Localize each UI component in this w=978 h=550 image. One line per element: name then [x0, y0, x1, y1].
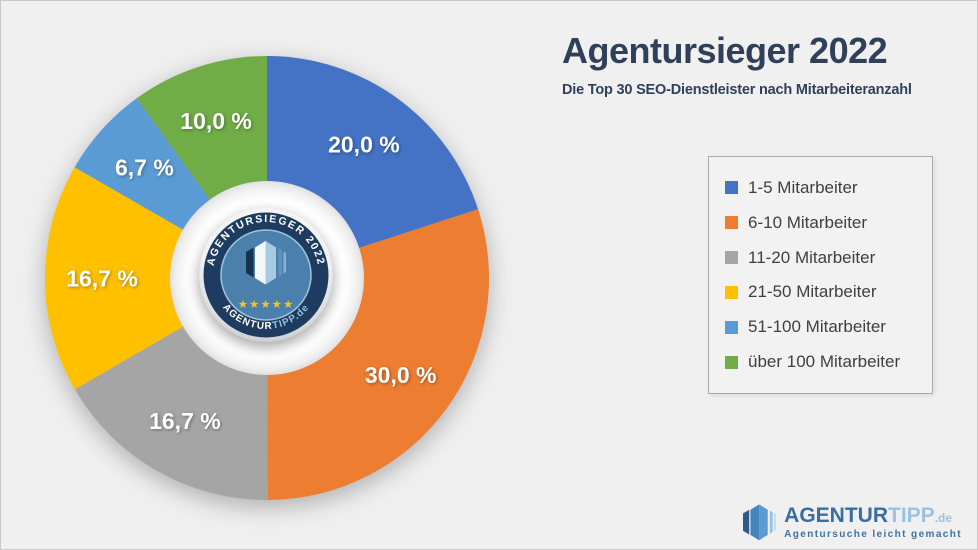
pie-value-label: 30,0 %	[365, 362, 437, 388]
brand-secondary: TIPP	[888, 504, 935, 527]
agenturtipp-logo-icon	[743, 504, 777, 541]
legend-swatch	[725, 251, 738, 265]
legend-item: 1-5 Mitarbeiter	[725, 178, 924, 198]
legend-item: 51-100 Mitarbeiter	[725, 317, 924, 337]
brand-tagline: Agentursuche leicht gemacht	[784, 529, 962, 540]
legend-swatch	[725, 320, 738, 334]
page-subtitle: Die Top 30 SEO-Dienstleister nach Mitarb…	[562, 81, 912, 98]
legend-label: 6-10 Mitarbeiter	[748, 212, 868, 232]
legend-swatch	[725, 181, 738, 195]
legend-item: 21-50 Mitarbeiter	[725, 282, 924, 302]
brand-text: AGENTURTIPP.de Agentursuche leicht gemac…	[784, 505, 962, 540]
legend-label: 1-5 Mitarbeiter	[748, 177, 858, 197]
legend-label: 51-100 Mitarbeiter	[748, 317, 886, 337]
legend-swatch	[725, 285, 738, 299]
pie-value-label: 16,7 %	[66, 265, 138, 291]
page-title: Agentursieger 2022	[562, 30, 888, 71]
pie-value-label: 10,0 %	[180, 108, 252, 134]
agenturtipp-logo-icon	[246, 241, 286, 285]
brand-primary: AGENTUR	[784, 504, 888, 527]
legend-label: über 100 Mitarbeiter	[748, 352, 901, 372]
winner-badge: ★★★★★ AGENTURSIEGER 2022 AGENTURTIPP.de	[199, 208, 333, 342]
badge-stars: ★★★★★	[238, 299, 295, 311]
pie-slice-4	[45, 167, 267, 390]
brand-suffix: .de	[934, 511, 953, 525]
legend-item: 11-20 Mitarbeiter	[725, 248, 924, 268]
legend-item: 6-10 Mitarbeiter	[725, 213, 924, 233]
footer-brand: AGENTURTIPP.de Agentursuche leicht gemac…	[743, 504, 962, 541]
legend-swatch	[725, 355, 738, 369]
legend-item: über 100 Mitarbeiter	[725, 352, 924, 372]
pie-value-label: 20,0 %	[328, 132, 400, 158]
pie-value-label: 6,7 %	[115, 155, 174, 181]
header: Agentursieger 2022 Die Top 30 SEO-Dienst…	[562, 31, 957, 98]
legend-swatch	[725, 216, 738, 230]
brand-wordmark: AGENTURTIPP.de	[784, 505, 962, 526]
pie-value-label: 16,7 %	[149, 408, 221, 434]
legend-label: 11-20 Mitarbeiter	[748, 247, 876, 267]
donut-chart: ★★★★★ AGENTURSIEGER 2022 AGENTURTIPP.de …	[45, 56, 490, 501]
legend-label: 21-50 Mitarbeiter	[748, 282, 877, 302]
pie-value-labels: 20,0 % 30,0 % 16,7 % 16,7 % 6,7 %10,0 %	[66, 108, 436, 434]
chart-legend: 1-5 Mitarbeiter 6-10 Mitarbeiter 11-20 Mit…	[708, 156, 933, 394]
